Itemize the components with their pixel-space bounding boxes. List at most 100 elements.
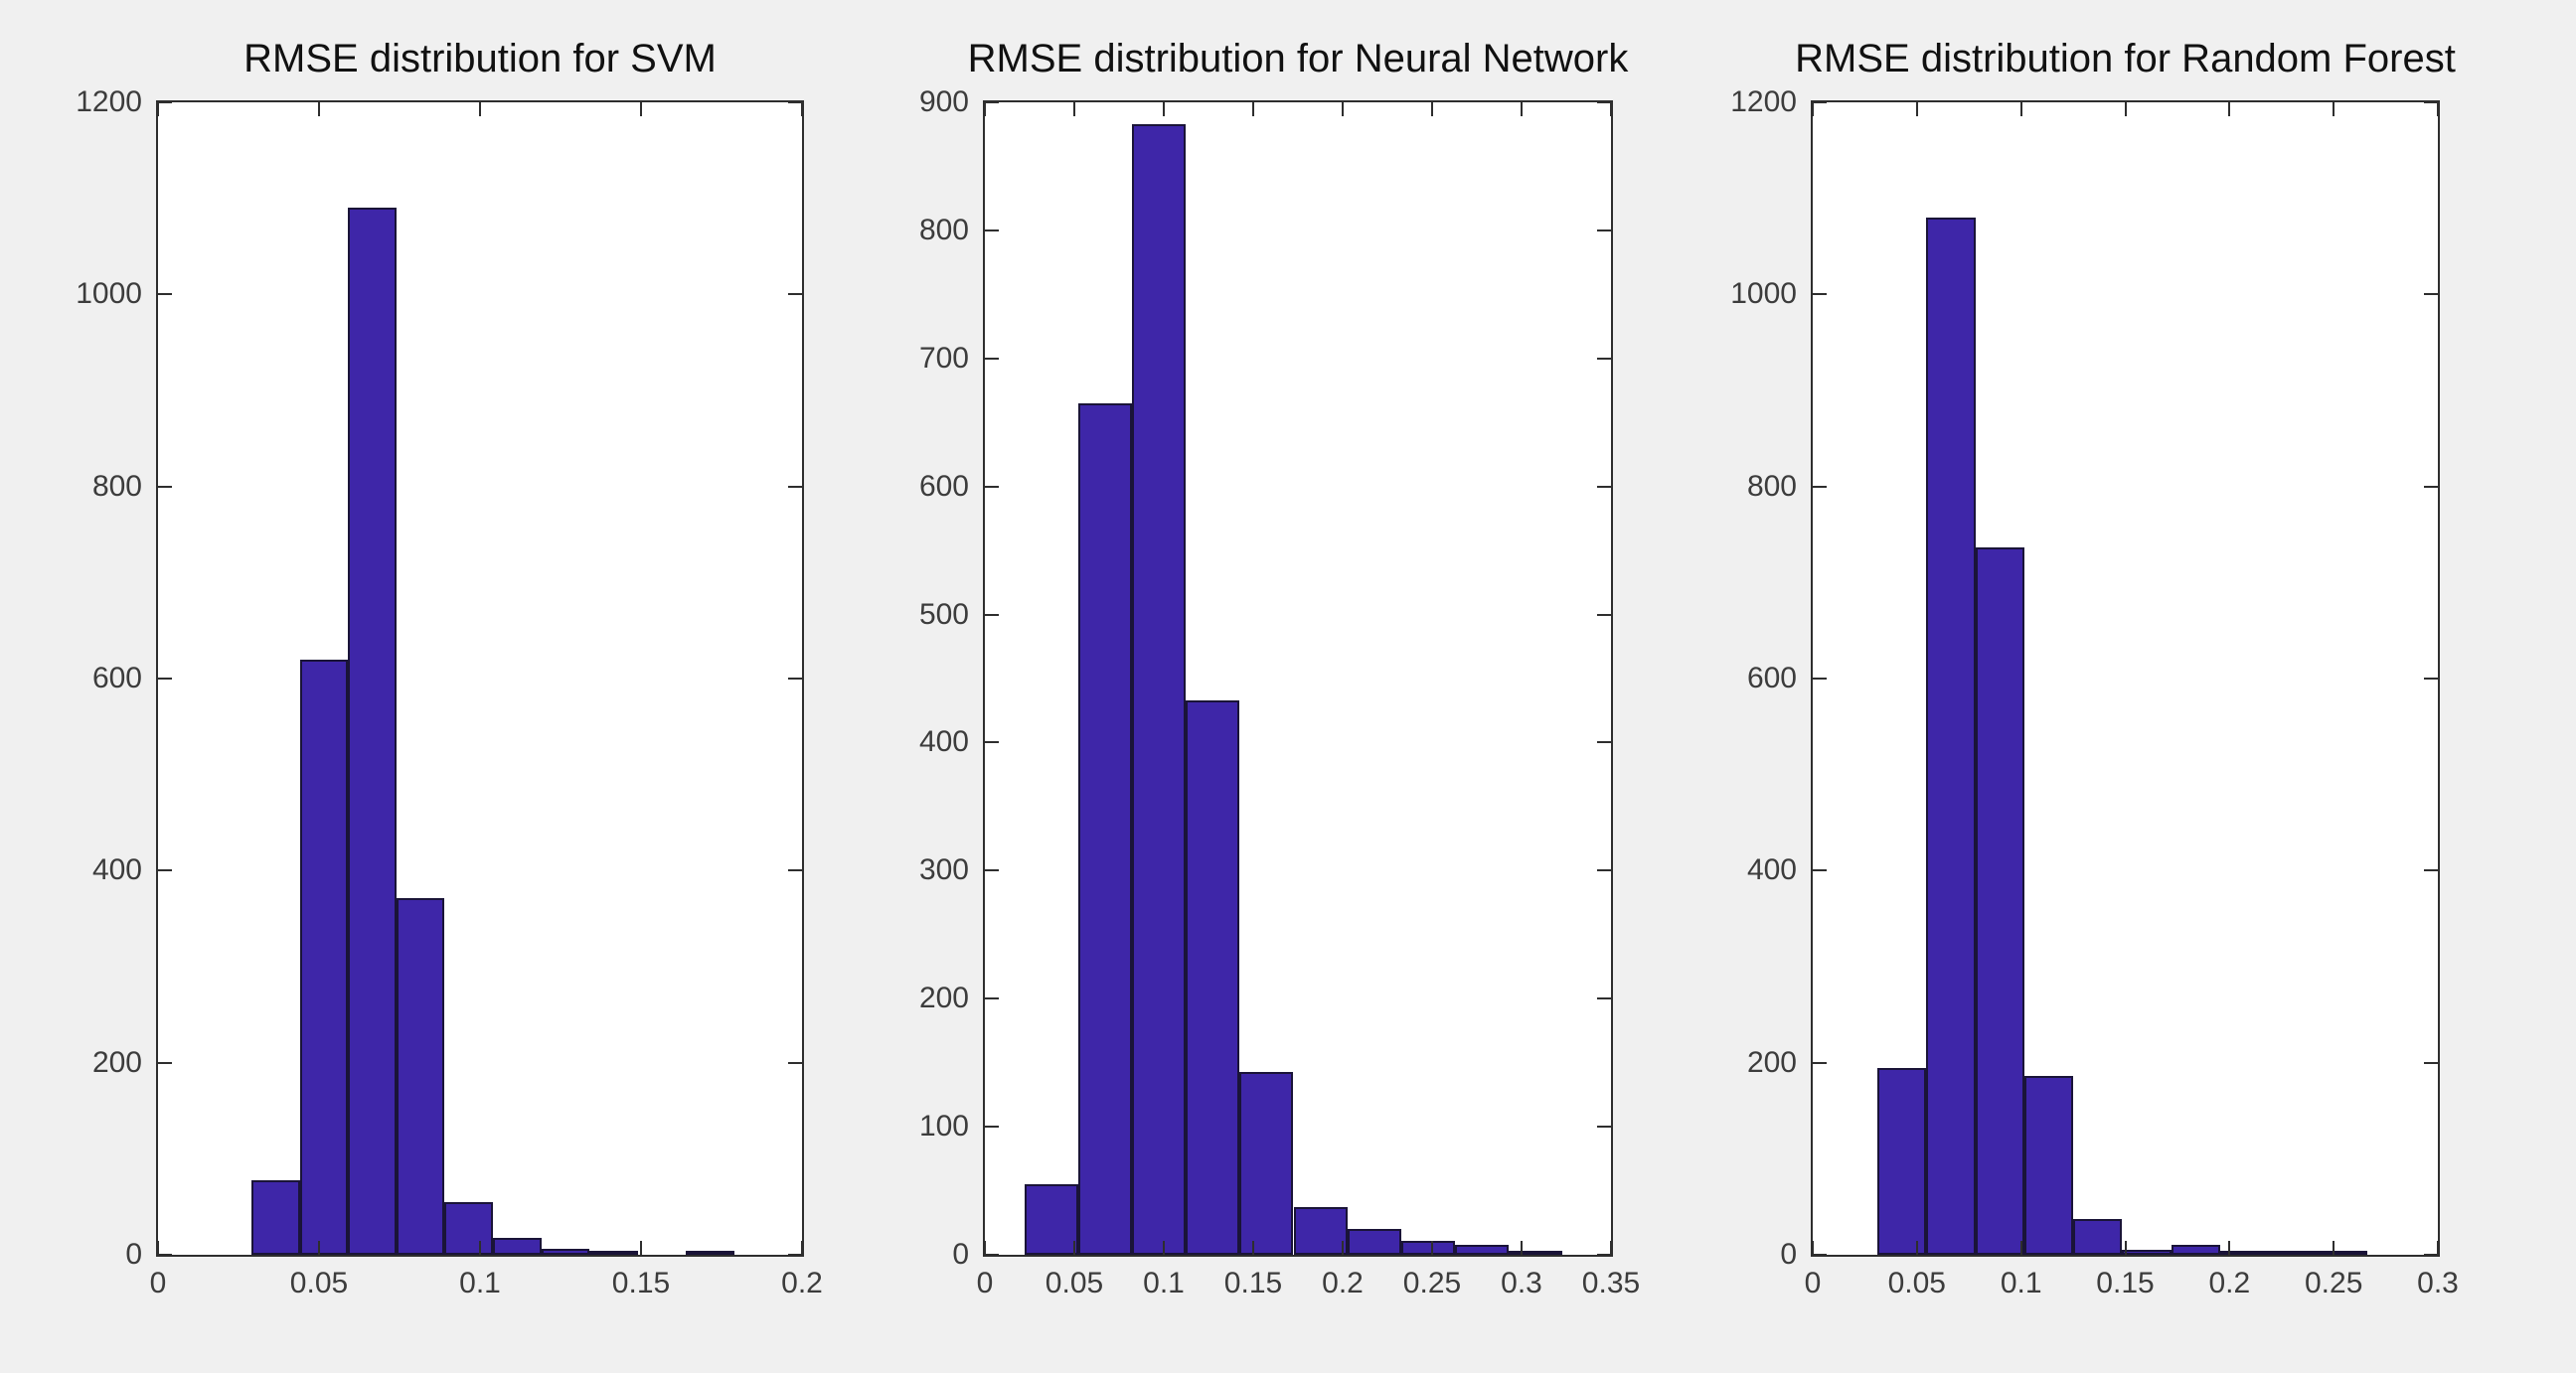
histogram-bar bbox=[2073, 1219, 2123, 1255]
x-tick-label: 0.15 bbox=[611, 1267, 671, 1299]
x-tick-label: 0.05 bbox=[289, 1267, 349, 1299]
x-axis-tick bbox=[2019, 102, 2022, 116]
y-axis-tick bbox=[1597, 485, 1611, 488]
y-axis-tick bbox=[1813, 1061, 1827, 1064]
x-axis-tick bbox=[2437, 1241, 2439, 1255]
y-tick-label: 800 bbox=[918, 213, 969, 246]
x-tick-label: 0.3 bbox=[1501, 1267, 1542, 1299]
x-axis-tick bbox=[1812, 1241, 1814, 1255]
histogram-bar bbox=[1077, 402, 1132, 1255]
x-tick-label: 0.1 bbox=[1143, 1267, 1185, 1299]
x-axis-tick bbox=[1812, 102, 1814, 116]
x-axis-tick bbox=[1163, 1241, 1165, 1255]
x-tick-label: 0.1 bbox=[2000, 1267, 2042, 1299]
histogram-bar bbox=[2219, 1251, 2270, 1255]
x-axis-tick bbox=[479, 1241, 481, 1255]
histogram-bar bbox=[1347, 1229, 1401, 1255]
y-axis-tick bbox=[1597, 101, 1611, 103]
y-axis-tick bbox=[1813, 869, 1827, 872]
y-axis-tick bbox=[788, 678, 802, 680]
y-axis-tick bbox=[985, 229, 999, 231]
chart-title-random-forest: RMSE distribution for Random Forest bbox=[1795, 37, 2456, 80]
y-axis-tick bbox=[1597, 613, 1611, 616]
x-axis-tick bbox=[801, 102, 803, 116]
y-axis-tick bbox=[788, 1254, 802, 1256]
y-axis-tick bbox=[1597, 741, 1611, 744]
x-axis-tick bbox=[1431, 102, 1433, 116]
y-axis-tick bbox=[158, 485, 172, 488]
x-axis-tick bbox=[2333, 102, 2335, 116]
y-tick-label: 400 bbox=[918, 725, 969, 759]
y-tick-label: 400 bbox=[1746, 853, 1797, 887]
y-axis-tick bbox=[158, 1254, 172, 1256]
histogram-bar bbox=[1400, 1240, 1456, 1255]
y-tick-label: 200 bbox=[918, 982, 969, 1015]
y-axis-tick bbox=[2424, 485, 2438, 488]
x-axis-tick bbox=[1342, 1241, 1344, 1255]
x-axis-tick bbox=[1431, 1241, 1433, 1255]
histogram-bar bbox=[1877, 1067, 1927, 1255]
y-axis-tick bbox=[1813, 485, 1827, 488]
x-axis-tick bbox=[984, 1241, 986, 1255]
histogram-bar bbox=[493, 1237, 542, 1255]
x-tick-label: 0 bbox=[149, 1267, 167, 1299]
y-axis-tick bbox=[985, 357, 999, 360]
histogram-bar bbox=[444, 1201, 493, 1255]
x-tick-label: 0.2 bbox=[2208, 1267, 2251, 1299]
y-tick-label: 500 bbox=[918, 597, 969, 631]
y-axis-tick bbox=[1597, 1126, 1611, 1129]
x-tick-label: 0.05 bbox=[1045, 1267, 1104, 1299]
histogram-bar bbox=[686, 1251, 734, 1255]
histogram-bar bbox=[2122, 1250, 2172, 1255]
x-axis-tick bbox=[1521, 1241, 1523, 1255]
x-axis-tick bbox=[2124, 102, 2127, 116]
x-axis-tick bbox=[1915, 1241, 1918, 1255]
histogram-bar bbox=[396, 898, 445, 1255]
y-axis-tick bbox=[985, 485, 999, 488]
y-axis-tick bbox=[985, 997, 999, 1000]
y-axis-tick bbox=[788, 485, 802, 488]
x-axis-tick bbox=[157, 102, 159, 116]
y-tick-label: 700 bbox=[918, 341, 969, 375]
y-tick-label: 800 bbox=[1746, 469, 1797, 503]
y-axis-tick bbox=[1813, 1254, 1827, 1256]
y-tick-label: 400 bbox=[91, 853, 142, 887]
y-axis-tick bbox=[788, 101, 802, 103]
histogram-bar bbox=[2023, 1076, 2074, 1255]
x-axis-tick bbox=[2437, 102, 2439, 116]
x-axis-tick bbox=[1252, 102, 1254, 116]
y-tick-label: 1200 bbox=[76, 85, 142, 118]
x-tick-label: 0.25 bbox=[2304, 1267, 2363, 1299]
histogram-bar bbox=[1024, 1184, 1078, 1255]
x-axis-tick bbox=[1521, 102, 1523, 116]
histogram-bar bbox=[251, 1179, 300, 1255]
y-axis-tick bbox=[2424, 869, 2438, 872]
x-axis-tick bbox=[2228, 102, 2231, 116]
y-axis-tick bbox=[1597, 1254, 1611, 1256]
x-axis-tick bbox=[984, 102, 986, 116]
y-tick-label: 200 bbox=[91, 1045, 142, 1079]
y-axis-tick bbox=[1597, 869, 1611, 872]
y-axis-tick bbox=[1813, 101, 1827, 103]
histogram-bar bbox=[1455, 1244, 1510, 1255]
histogram-bar bbox=[1926, 218, 1976, 1255]
y-axis-tick bbox=[1597, 229, 1611, 231]
y-axis-tick bbox=[158, 101, 172, 103]
histogram-bar bbox=[2269, 1251, 2319, 1255]
histogram-bar bbox=[1293, 1207, 1348, 1255]
y-axis-tick bbox=[1813, 293, 1827, 296]
x-axis-tick bbox=[1163, 102, 1165, 116]
y-tick-label: 600 bbox=[91, 662, 142, 694]
x-tick-label: 0.1 bbox=[459, 1267, 501, 1299]
histogram-random-forest: RMSE distribution for Random Forest 0 0.0… bbox=[1730, 37, 2459, 1299]
x-axis-tick bbox=[1610, 102, 1612, 116]
x-axis-tick bbox=[318, 102, 320, 116]
y-tick-label: 0 bbox=[952, 1238, 969, 1271]
histogram-bar bbox=[1239, 1071, 1294, 1255]
y-axis-tick bbox=[985, 101, 999, 103]
y-axis-tick bbox=[788, 1061, 802, 1064]
y-tick-label: 100 bbox=[918, 1110, 969, 1144]
x-axis-tick bbox=[1610, 1241, 1612, 1255]
x-axis-tick bbox=[1252, 1241, 1254, 1255]
